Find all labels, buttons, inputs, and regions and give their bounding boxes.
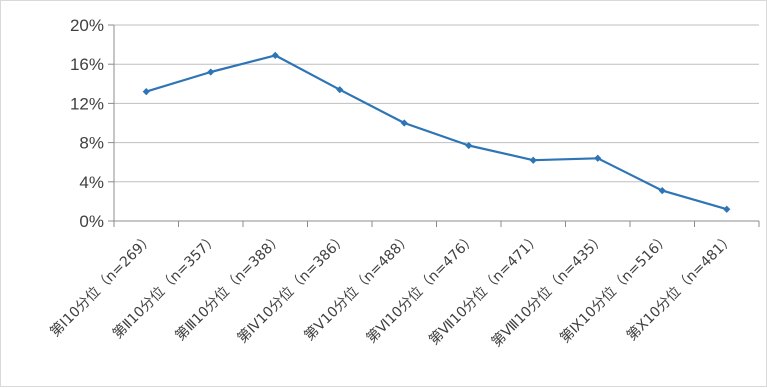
x-tick-label: 第Ⅰ10分位（n=269） xyxy=(47,230,158,341)
data-point-marker xyxy=(465,141,473,150)
x-tick-label: 第Ⅹ10分位（n=481） xyxy=(623,230,737,344)
data-point-marker xyxy=(271,51,279,59)
x-tick-label: 第Ⅳ10分位（n=386） xyxy=(234,230,351,347)
series xyxy=(142,51,731,213)
y-tick-label: 16% xyxy=(70,55,104,74)
data-point-marker xyxy=(594,154,602,162)
y-tick-label: 4% xyxy=(79,173,104,192)
y-tick-label: 20% xyxy=(70,16,104,35)
gridlines xyxy=(114,24,759,183)
data-point-marker xyxy=(723,205,731,213)
x-tick-label: 第Ⅱ10分位（n=357） xyxy=(109,230,221,342)
y-axis-tick-labels: 0% 4% 8% 12% 16% 20% xyxy=(70,16,104,231)
x-tick-label: 第Ⅷ10分位（n=435） xyxy=(488,230,609,351)
y-tick-label: 12% xyxy=(70,94,104,113)
data-point-marker xyxy=(207,68,215,76)
y-tick-label: 0% xyxy=(79,212,104,231)
series-line xyxy=(145,54,728,211)
x-tick-label: 第Ⅵ10分位（n=476） xyxy=(363,230,480,347)
data-point-marker xyxy=(658,187,666,195)
y-tick-label: 8% xyxy=(79,134,104,153)
x-tick-label: 第Ⅸ10分位（n=516） xyxy=(556,230,673,347)
x-tick-label: 第Ⅶ10分位（n=471） xyxy=(425,230,544,349)
data-point-marker xyxy=(336,86,344,94)
x-tick-label: 第Ⅴ10分位（n=488） xyxy=(301,230,415,344)
data-point-marker xyxy=(142,88,150,96)
axes xyxy=(108,24,760,227)
x-tick-label: 第Ⅲ10分位（n=388） xyxy=(172,230,286,344)
data-point-marker xyxy=(529,156,537,164)
x-axis-tick-labels: 第Ⅰ10分位（n=269）第Ⅱ10分位（n=357）第Ⅲ10分位（n=388）第… xyxy=(47,230,738,351)
data-point-marker xyxy=(400,119,408,127)
